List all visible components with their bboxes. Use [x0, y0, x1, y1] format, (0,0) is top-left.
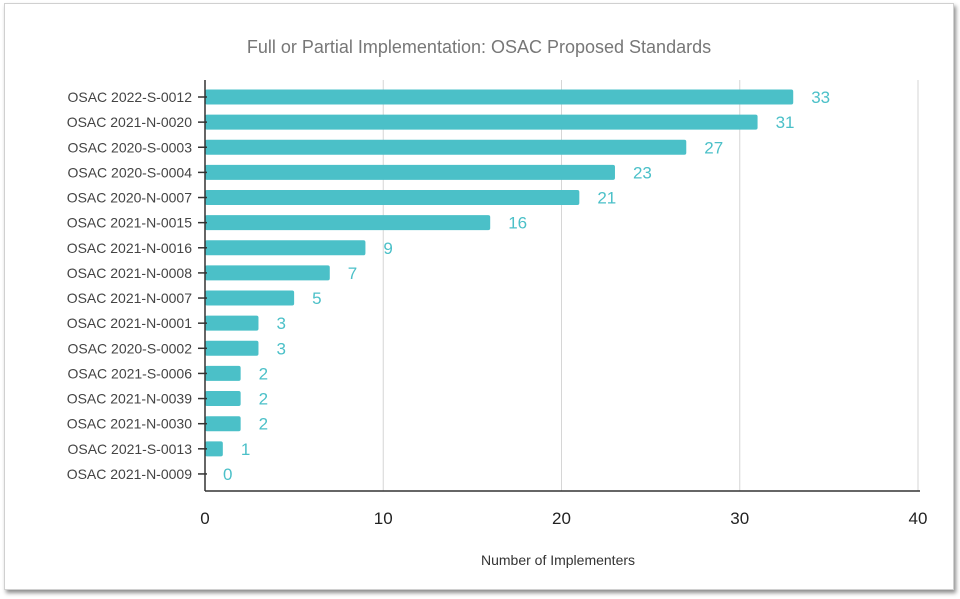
- y-tick-label: OSAC 2021-N-0008: [67, 265, 193, 281]
- y-tick-label: OSAC 2020-S-0003: [67, 139, 192, 155]
- bar: [205, 365, 241, 381]
- y-tick-label: OSAC 2020-N-0007: [67, 190, 193, 206]
- bar: [205, 240, 366, 256]
- data-label: 3: [276, 339, 285, 358]
- data-label: 2: [259, 390, 268, 409]
- data-label: 7: [348, 264, 357, 283]
- bar: [205, 114, 758, 130]
- y-tick-label: OSAC 2020-S-0002: [67, 340, 192, 356]
- data-label: 9: [383, 239, 392, 258]
- data-label: 2: [259, 415, 268, 434]
- data-label: 5: [312, 289, 321, 308]
- bar: [205, 89, 794, 105]
- x-tick-label: 40: [909, 509, 928, 528]
- x-axis-label: Number of Implementers: [481, 552, 635, 568]
- bar: [205, 164, 615, 180]
- bar: [205, 441, 223, 457]
- bar: [205, 265, 330, 281]
- x-tick-label: 30: [730, 509, 749, 528]
- bar: [205, 139, 687, 155]
- y-tick-label: OSAC 2021-N-0016: [67, 240, 193, 256]
- data-label: 23: [633, 163, 652, 182]
- data-label: 33: [811, 88, 830, 107]
- bar: [205, 290, 295, 306]
- data-label: 21: [597, 189, 616, 208]
- y-tick-label: OSAC 2021-N-0007: [67, 290, 193, 306]
- bar: [205, 215, 491, 231]
- x-tick-label: 0: [200, 509, 209, 528]
- bar: [205, 416, 241, 432]
- y-tick-label: OSAC 2020-S-0004: [67, 164, 192, 180]
- data-label: 31: [776, 113, 795, 132]
- bar: [205, 340, 259, 356]
- bar: [205, 315, 259, 331]
- bar: [205, 391, 241, 407]
- bar: [205, 190, 580, 206]
- y-tick-label: OSAC 2021-N-0009: [67, 466, 193, 482]
- data-label: 0: [223, 465, 232, 484]
- y-tick-label: OSAC 2021-N-0001: [67, 315, 193, 331]
- data-label: 27: [704, 138, 723, 157]
- chart-title: Full or Partial Implementation: OSAC Pro…: [247, 37, 711, 57]
- y-tick-label: OSAC 2021-S-0013: [67, 441, 192, 457]
- data-label: 3: [276, 314, 285, 333]
- y-tick-label: OSAC 2021-N-0020: [67, 114, 193, 130]
- data-label: 2: [259, 364, 268, 383]
- data-label: 1: [241, 440, 250, 459]
- x-tick-label: 20: [552, 509, 571, 528]
- x-tick-label: 10: [374, 509, 393, 528]
- y-tick-label: OSAC 2021-N-0015: [67, 215, 193, 231]
- data-label: 16: [508, 214, 527, 233]
- y-tick-label: OSAC 2022-S-0012: [67, 89, 192, 105]
- y-tick-label: OSAC 2021-N-0030: [67, 416, 193, 432]
- y-tick-label: OSAC 2021-N-0039: [67, 391, 193, 407]
- y-tick-label: OSAC 2021-S-0006: [67, 365, 192, 381]
